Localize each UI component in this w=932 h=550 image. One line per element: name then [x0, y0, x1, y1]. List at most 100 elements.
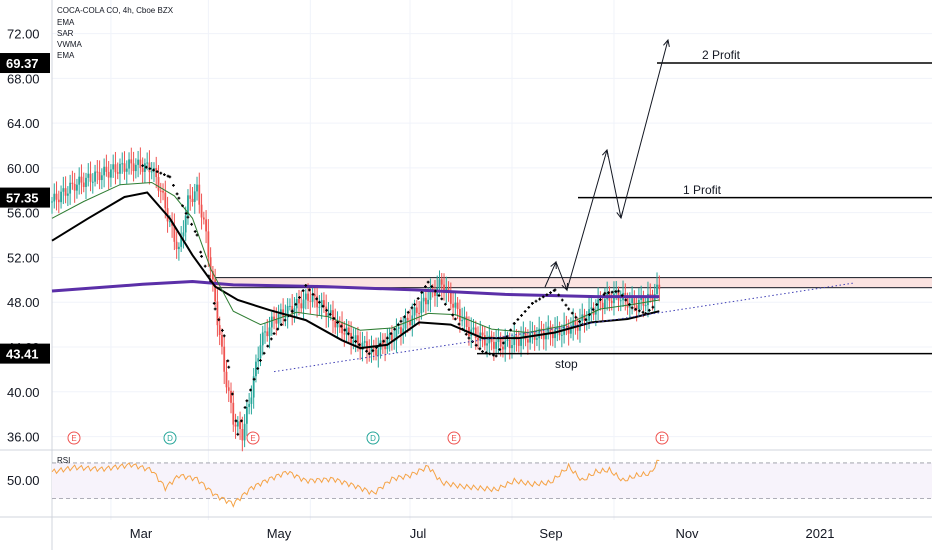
candle-body — [323, 300, 325, 307]
candle-body — [633, 298, 636, 306]
sar-dot — [162, 173, 166, 177]
candle-body — [384, 344, 387, 350]
candle-body — [517, 339, 520, 346]
candle-body — [193, 191, 196, 202]
candle-body — [572, 320, 575, 329]
candle-body — [51, 201, 53, 203]
candle-body — [388, 334, 391, 340]
arrow-head — [550, 260, 557, 270]
candle-body — [526, 339, 529, 343]
sar-dot — [420, 291, 424, 294]
sar-dot — [481, 350, 484, 353]
candle-body — [452, 303, 454, 308]
sar-dot — [393, 327, 397, 331]
sar-dot — [298, 296, 301, 299]
candle-body — [576, 325, 579, 331]
legend-ema-1[interactable]: EMA — [57, 18, 75, 27]
candle-body — [649, 293, 652, 295]
event-marker-label: E — [71, 434, 76, 443]
candle-body — [427, 299, 430, 305]
price-badge-label: 43.41 — [6, 347, 39, 362]
y-tick-label: 40.00 — [7, 385, 40, 400]
candle-body — [332, 310, 334, 321]
candle-body — [257, 358, 260, 362]
candle-body — [497, 337, 500, 342]
candle-body — [554, 329, 556, 339]
candle-body — [361, 342, 364, 350]
candle-body — [286, 305, 289, 317]
arrow-head — [663, 38, 670, 47]
candle-body — [155, 168, 158, 178]
event-marker-label: E — [659, 434, 664, 443]
arrow-head — [561, 282, 569, 292]
candle-body — [438, 279, 441, 288]
candle-body — [594, 309, 597, 315]
sar-dot — [332, 316, 336, 320]
candle-body — [474, 327, 477, 338]
sar-dot — [222, 334, 226, 338]
sar-dot — [610, 290, 614, 294]
sar-dot — [614, 290, 618, 293]
sar-dot — [512, 322, 516, 325]
sar-dot — [152, 168, 155, 172]
sar-dot — [200, 254, 203, 258]
candle-body — [647, 293, 649, 306]
candle-body — [529, 333, 532, 343]
event-marker-label: E — [451, 434, 456, 443]
candle-body — [94, 171, 96, 182]
candle-body — [214, 279, 217, 302]
rsi-label: RSI — [57, 456, 70, 465]
profit-1-label: 1 Profit — [683, 183, 722, 197]
candle-body — [522, 331, 525, 339]
candle-body — [182, 232, 185, 237]
sar-dot — [630, 306, 634, 310]
rsi-band — [52, 462, 932, 499]
sar-dot — [346, 332, 350, 336]
legend-sar[interactable]: SAR — [57, 29, 74, 38]
candle-body — [87, 173, 90, 178]
x-tick-label: May — [267, 526, 292, 541]
x-tick-label: Sep — [539, 526, 562, 541]
candle-body — [406, 317, 409, 321]
sar-dot — [217, 318, 221, 322]
sar-dot — [541, 295, 545, 299]
candle-body — [415, 307, 418, 313]
sar-dot — [343, 328, 347, 332]
candle-body — [375, 348, 377, 356]
sar-dot — [545, 293, 549, 297]
candle-body — [270, 316, 273, 328]
candle-body — [177, 246, 180, 250]
sar-dot — [159, 171, 163, 175]
sar-dot — [567, 307, 571, 311]
drawings — [273, 38, 932, 373]
candle-body — [456, 302, 459, 309]
sar-dot — [578, 320, 581, 323]
y-tick-label: 64.00 — [7, 116, 40, 131]
candle-body — [82, 182, 85, 187]
event-marker-label: D — [370, 434, 376, 443]
x-tick-label: Jul — [410, 526, 427, 541]
sar-dot — [595, 303, 599, 306]
candle-body — [449, 290, 452, 304]
legend-vwma[interactable]: VWMA — [57, 40, 83, 49]
candle-body — [400, 327, 402, 334]
candle-body — [461, 320, 464, 322]
candle-body — [157, 177, 160, 191]
candle-body — [363, 341, 366, 343]
sar-dot — [413, 303, 416, 306]
sar-dot — [424, 285, 427, 288]
candle-body — [55, 193, 58, 200]
candle-body — [377, 349, 380, 356]
sar-dot — [574, 315, 578, 319]
candle-body — [137, 159, 140, 165]
sar-dot — [207, 274, 211, 278]
candle-body — [613, 293, 615, 304]
candle-body — [640, 297, 643, 300]
candle-body — [107, 171, 110, 178]
candle-body — [538, 328, 541, 339]
legend-ema-2[interactable]: EMA — [57, 51, 75, 60]
sar-dot — [283, 318, 287, 322]
candle-body — [128, 159, 130, 169]
sar-dot — [627, 303, 631, 306]
